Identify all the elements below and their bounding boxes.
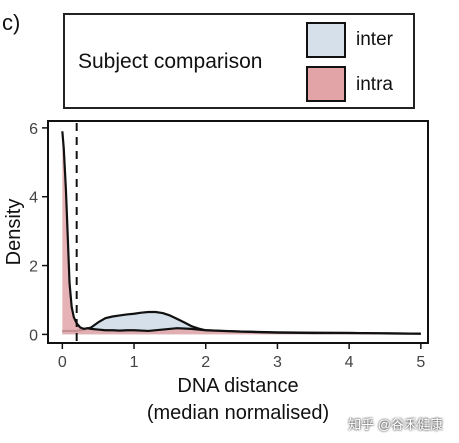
panel-label: c) [2, 10, 21, 35]
x-tick-label: 0 [58, 354, 67, 371]
x-tick-label: 2 [201, 354, 210, 371]
curve-intra [61, 131, 421, 335]
x-tick-label: 4 [345, 354, 354, 371]
y-tick-label: 6 [29, 121, 38, 138]
plot-border [47, 120, 429, 344]
y-tick-label: 0 [29, 327, 38, 344]
x-axis-label: DNA distance [177, 375, 298, 397]
area-inter [62, 312, 421, 335]
x-tick-label: 3 [273, 354, 282, 371]
watermark: 知乎 @谷禾健康 [348, 417, 443, 432]
x-axis-label-2: (median normalised) [147, 402, 329, 424]
x-tick-label: 5 [416, 354, 425, 371]
legend-key-inter [306, 22, 346, 58]
legend-label-intra: intra [356, 74, 393, 95]
legend-title: Subject comparison [78, 50, 263, 73]
y-axis-label: Density [3, 199, 25, 266]
legend-label-inter: inter [356, 29, 393, 50]
legend-key-intra [306, 66, 346, 102]
y-tick-label: 4 [29, 190, 38, 207]
area-intra [62, 131, 421, 335]
y-tick-label: 2 [29, 259, 38, 276]
legend: Subject comparison inter intra [63, 13, 415, 109]
x-tick-label: 1 [130, 354, 139, 371]
